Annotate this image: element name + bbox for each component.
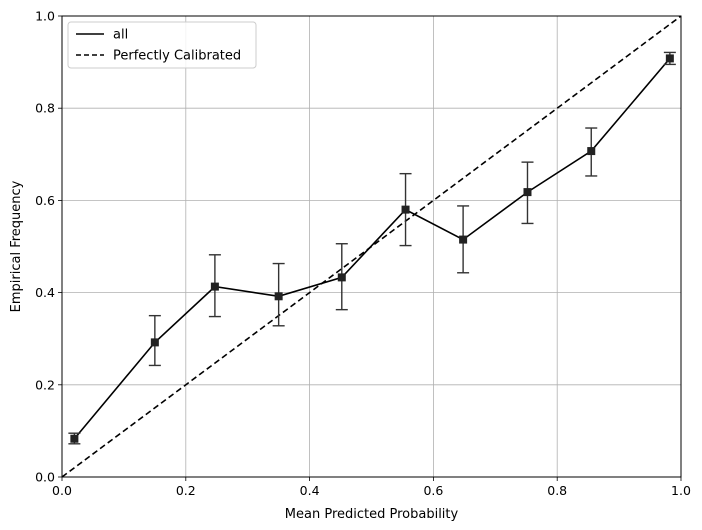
x-tick-label: 0.4 xyxy=(300,483,320,498)
data-point xyxy=(459,235,468,244)
legend: all Perfectly Calibrated xyxy=(67,21,257,69)
series-all-line xyxy=(73,57,671,440)
x-tick-label: 1.0 xyxy=(671,483,691,498)
y-tick-label: 0.6 xyxy=(35,193,55,208)
y-tick-label: 0.4 xyxy=(35,285,55,300)
data-point xyxy=(401,205,410,214)
series-layer xyxy=(61,15,682,478)
x-tick-label: 0.2 xyxy=(176,483,196,498)
data-point xyxy=(587,147,596,156)
data-point xyxy=(70,434,79,443)
x-axis-label: Mean Predicted Probability xyxy=(285,507,459,522)
legend-box xyxy=(67,21,257,69)
ticks: 0.0 0.2 0.4 0.6 0.8 1.0 0.0 0.2 0.4 0.6 0.8 1.0 xyxy=(35,9,691,499)
y-tick-label: 1.0 xyxy=(35,9,55,24)
x-tick-label: 0.0 xyxy=(52,483,72,498)
x-tick-label: 0.6 xyxy=(423,483,443,498)
legend-label-perfectly-calibrated: Perfectly Calibrated xyxy=(113,49,241,64)
y-tick-label: 0.0 xyxy=(35,470,55,485)
legend-label-all: all xyxy=(113,28,128,43)
data-point xyxy=(337,273,346,282)
data-point xyxy=(523,188,532,197)
data-point xyxy=(665,54,674,63)
y-tick-label: 0.2 xyxy=(35,377,55,392)
plot-frame xyxy=(61,15,682,478)
data-point xyxy=(150,338,159,347)
y-tick-label: 0.8 xyxy=(35,101,55,116)
y-axis-label: Empirical Frequency xyxy=(9,180,24,312)
grid xyxy=(61,15,682,478)
data-point xyxy=(210,282,219,291)
data-point xyxy=(274,292,283,301)
x-tick-label: 0.8 xyxy=(547,483,567,498)
